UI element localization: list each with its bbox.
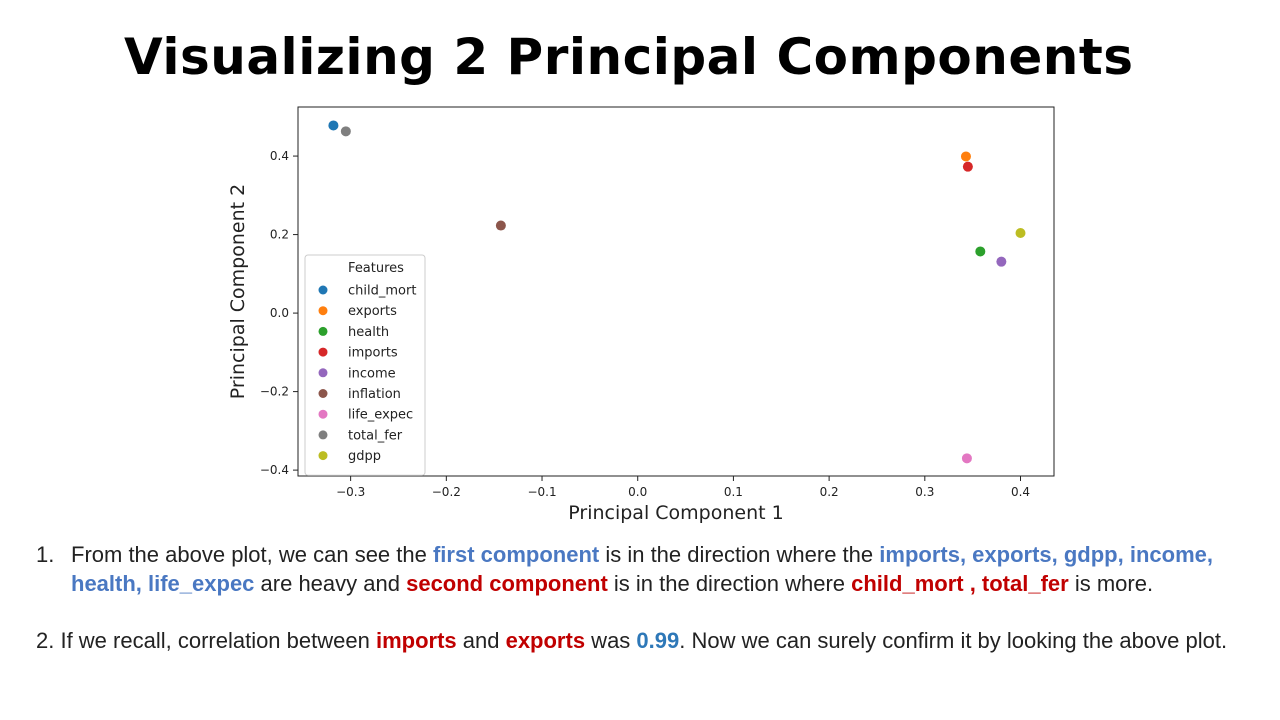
legend-marker (318, 306, 328, 316)
data-point-imports (962, 161, 973, 172)
y-tick-label: 0.4 (270, 149, 289, 163)
x-tick-label: −0.3 (336, 485, 365, 499)
scatter-chart: −0.3 −0.2 −0.1 0.0 0.1 0.2 0.3 0.4 −0.4 −0.2 0.0 0.… (227, 106, 1055, 524)
note-text: and (456, 628, 506, 653)
plot-area-frame (297, 106, 1055, 477)
note-text: is more. (1068, 571, 1154, 596)
x-tick-label: 0.2 (820, 485, 839, 499)
note-text: 2. If we recall, correlation between (36, 628, 376, 653)
data-point-health (975, 246, 986, 257)
data-point-exports (960, 151, 971, 162)
highlight-second-component: second component (406, 571, 608, 596)
legend-box (304, 254, 426, 476)
note-item-2: 2. If we recall, correlation between imp… (36, 626, 1236, 655)
legend-marker (318, 451, 328, 461)
legend-marker (318, 368, 328, 378)
legend-label: health (348, 325, 389, 340)
note-text: was (585, 628, 637, 653)
legend-label: inflation (348, 387, 401, 402)
data-point-life-expec (961, 453, 972, 464)
note-item-1: 1. From the above plot, we can see the f… (36, 540, 1236, 598)
legend-label: income (348, 366, 396, 381)
note-text: is in the direction where (607, 571, 852, 596)
note-item-1-number: 1. (36, 542, 55, 567)
highlight-imports: imports (375, 628, 457, 653)
legend-marker (318, 409, 328, 419)
y-axis-label: Principal Component 2 (227, 184, 249, 399)
slide-title: Visualizing 2 Principal Components (124, 28, 1134, 86)
x-tick-label: 0.3 (915, 485, 934, 499)
x-tick-label: 0.1 (724, 485, 743, 499)
legend-marker (318, 285, 328, 295)
legend-label: total_fer (348, 428, 403, 443)
x-tick-label: 0.0 (628, 485, 647, 499)
highlight-exports: exports (505, 628, 586, 653)
legend-marker (318, 389, 328, 398)
legend-label: child_mort (348, 284, 416, 299)
highlight-first-component: first component (432, 542, 600, 567)
legend-title: Features (348, 261, 404, 276)
data-point-total-fer (340, 126, 351, 137)
x-tick-label: 0.4 (1011, 485, 1030, 499)
legend-marker (318, 347, 328, 357)
data-point-child-mort (328, 120, 339, 131)
x-axis-label: Principal Component 1 (568, 502, 783, 524)
legend-label: life_expec (348, 408, 413, 423)
highlight-correlation-value: 0.99 (636, 628, 680, 653)
data-point-inflation (495, 220, 506, 231)
note-text: are heavy and (254, 571, 407, 596)
x-tick-label: −0.1 (527, 485, 556, 499)
highlight-child-mort-total-fer: child_mort , total_fer (851, 571, 1069, 596)
notes: 1. From the above plot, we can see the f… (36, 540, 1236, 655)
legend-label: gdpp (348, 449, 381, 464)
legend-marker (318, 430, 328, 440)
data-point-gdpp (1015, 228, 1026, 239)
y-tick-label: 0.2 (270, 228, 289, 242)
note-text: . Now we can surely confirm it by lookin… (679, 628, 1228, 653)
note-text: From the above plot, we can see the (71, 542, 433, 567)
x-tick-label: −0.2 (432, 485, 461, 499)
y-tick-label: −0.2 (260, 385, 289, 399)
data-point-income (996, 256, 1007, 267)
note-text: is in the direction where the (599, 542, 880, 567)
highlight-heavy-features: imports, exports, gdpp, income, health, … (71, 542, 1213, 596)
y-tick-label: −0.4 (260, 463, 289, 477)
legend-label: imports (348, 346, 398, 361)
y-tick-label: 0.0 (270, 306, 289, 320)
legend-marker (318, 326, 328, 336)
legend-label: exports (348, 304, 397, 319)
